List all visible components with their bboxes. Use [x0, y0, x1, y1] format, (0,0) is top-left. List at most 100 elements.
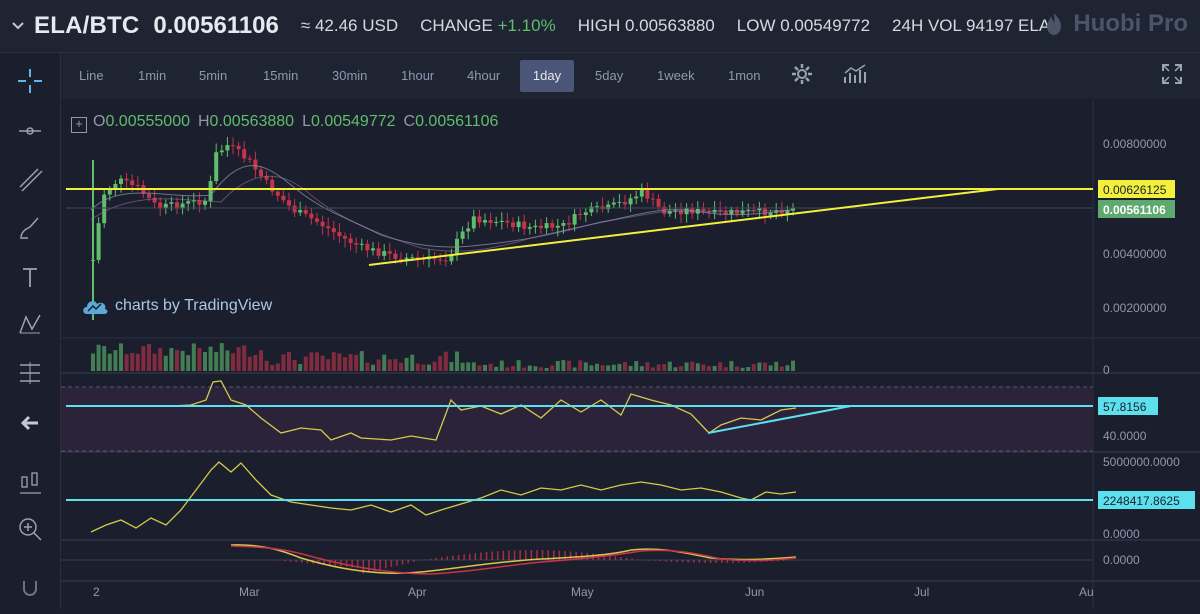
volume-bar: [119, 343, 123, 371]
indicator-axis-label: 5000000.0000: [1103, 455, 1180, 469]
volume-bar: [214, 351, 219, 371]
candle-body: [449, 254, 454, 262]
volume-bar: [107, 353, 112, 371]
candle-body: [175, 202, 179, 209]
macd-hist-bar: [413, 560, 415, 562]
volume-bar: [410, 354, 415, 371]
indicators-icon[interactable]: [837, 63, 873, 91]
candle-body: [242, 149, 247, 159]
measure-tool-icon[interactable]: [10, 355, 50, 391]
trend-line-tool-icon[interactable]: [10, 161, 50, 197]
magnet-icon[interactable]: [10, 567, 50, 603]
candle-body: [707, 211, 711, 213]
candle-body: [578, 214, 583, 216]
volume-bar: [707, 366, 711, 371]
volume-bar: [729, 361, 734, 371]
candle-body: [359, 243, 364, 245]
candlestick-chart[interactable]: 0.00800000 0.00400000 0.00200000 0.00626…: [61, 100, 1200, 609]
ticker-header: ELA/BTC 0.00561106 ≈ 42.46 USD CHANGE +1…: [0, 0, 1200, 53]
timeframe-1mon[interactable]: 1mon: [728, 68, 761, 83]
volume-bar: [242, 345, 247, 371]
pair-name[interactable]: ELA/BTC: [34, 12, 140, 39]
volume-bar: [225, 350, 230, 371]
candle-body: [152, 197, 157, 203]
chart-type-icon[interactable]: [10, 465, 50, 501]
timeframe-4hour[interactable]: 4hour: [467, 68, 501, 83]
chart-toolbar: Line 1min 5min 15min 30min 1hour 4hour 1…: [61, 53, 1200, 99]
volume-bars: [91, 343, 795, 371]
macd-hist-bar: [765, 560, 768, 562]
candle-body: [158, 202, 163, 209]
last-price: 0.00561106: [153, 12, 279, 39]
candle-body: [460, 231, 465, 239]
volume-bar: [113, 350, 118, 371]
timeframe-line[interactable]: Line: [79, 68, 104, 83]
text-tool-icon[interactable]: [10, 259, 50, 295]
candle-body: [348, 238, 353, 244]
volume-bar: [544, 367, 549, 371]
time-axis-label: 2: [93, 585, 100, 599]
macd-hist-bar: [737, 560, 740, 563]
indicator-value-label: 2248417.8625: [1103, 494, 1180, 508]
macd-hist-bar: [368, 560, 370, 573]
volume-bar: [298, 364, 303, 371]
volume-bar: [488, 363, 493, 371]
timeframe-1hour[interactable]: 1hour: [401, 68, 435, 83]
crosshair-icon[interactable]: [10, 63, 50, 99]
candle-body: [247, 158, 252, 160]
settings-gear-icon[interactable]: [785, 63, 819, 91]
candle-body: [723, 211, 728, 215]
candle-body: [679, 210, 683, 215]
candle-body: [107, 189, 112, 195]
macd-hist-bar: [693, 560, 695, 563]
candle-body: [169, 202, 174, 204]
timeframe-30min[interactable]: 30min: [332, 68, 368, 83]
macd-hist-bar: [777, 560, 779, 562]
volume-bar: [785, 365, 790, 371]
fullscreen-icon[interactable]: [1155, 63, 1189, 91]
volume-bar: [326, 359, 331, 371]
rsi-trendline[interactable]: [707, 405, 852, 434]
timeframe-5min[interactable]: 5min: [199, 68, 228, 83]
candle-body: [393, 253, 398, 259]
candle-body: [499, 220, 504, 222]
volume-bar: [281, 354, 286, 371]
volume-bar: [175, 350, 179, 371]
candle-body: [639, 189, 644, 197]
back-arrow-icon[interactable]: [10, 405, 50, 441]
add-indicator-icon[interactable]: +: [71, 117, 87, 133]
candle-body: [113, 183, 118, 190]
macd-hist-bar: [452, 555, 454, 560]
candle-body: [527, 227, 532, 229]
tradingview-watermark[interactable]: charts by TradingView: [81, 296, 272, 316]
ascending-trendline[interactable]: [368, 188, 999, 266]
volume-bar: [617, 363, 622, 371]
volume-bar: [376, 359, 381, 371]
candle-body: [130, 180, 135, 186]
timeframe-1day[interactable]: 1day: [520, 60, 574, 92]
candle-body: [186, 201, 191, 204]
change-value: +1.10%: [497, 16, 556, 35]
volume-bar: [471, 362, 476, 371]
brush-tool-icon[interactable]: [10, 209, 50, 245]
timeframe-15min[interactable]: 15min: [263, 68, 299, 83]
zoom-in-icon[interactable]: [10, 511, 50, 547]
macd-hist-bar: [698, 560, 701, 563]
chart-area[interactable]: 0.00800000 0.00400000 0.00200000 0.00626…: [61, 100, 1200, 609]
candle-body: [539, 225, 543, 229]
volume-bar: [735, 366, 739, 371]
macd-hist-bar: [513, 550, 516, 560]
macd-hist-bar: [446, 556, 449, 560]
volume-bar: [354, 354, 359, 371]
volume-bar: [130, 353, 135, 371]
timeframe-5day[interactable]: 5day: [595, 68, 624, 83]
candle-body: [264, 176, 269, 180]
volume-bar: [701, 364, 706, 371]
macd-hist-bar: [357, 560, 359, 568]
horizontal-line-tool-icon[interactable]: [10, 113, 50, 149]
pattern-tool-icon[interactable]: [10, 307, 50, 343]
timeframe-1min[interactable]: 1min: [138, 68, 167, 83]
volume-bar: [337, 353, 342, 371]
timeframe-1week[interactable]: 1week: [657, 68, 695, 83]
chevron-down-icon[interactable]: [6, 18, 30, 34]
